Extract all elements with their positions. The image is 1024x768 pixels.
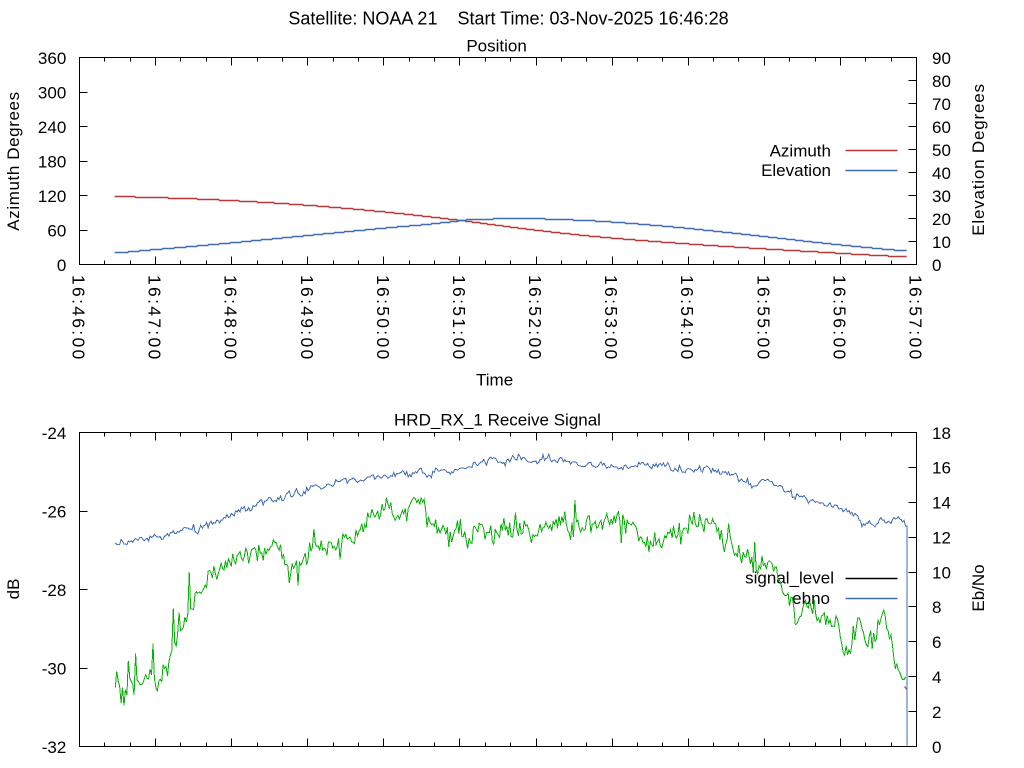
svg-text:-30: -30: [42, 659, 67, 678]
svg-text:40: 40: [932, 164, 951, 183]
svg-text:16:48:00: 16:48:00: [221, 275, 241, 362]
svg-text:180: 180: [38, 152, 66, 171]
svg-text:2: 2: [932, 703, 941, 722]
svg-text:-28: -28: [42, 581, 67, 600]
svg-text:16:46:00: 16:46:00: [69, 275, 89, 362]
svg-text:16:56:00: 16:56:00: [829, 275, 849, 362]
svg-text:ebno: ebno: [792, 589, 830, 608]
svg-text:50: 50: [932, 141, 951, 160]
svg-text:240: 240: [38, 118, 66, 137]
svg-text:Elevation: Elevation: [761, 161, 831, 180]
svg-text:0: 0: [932, 256, 941, 275]
svg-text:10: 10: [932, 563, 951, 582]
svg-text:Position: Position: [466, 37, 526, 56]
svg-text:30: 30: [932, 187, 951, 206]
svg-text:10: 10: [932, 233, 951, 252]
svg-text:16:54:00: 16:54:00: [677, 275, 697, 362]
svg-text:-32: -32: [42, 738, 67, 757]
svg-text:-26: -26: [42, 502, 67, 521]
svg-text:-24: -24: [42, 424, 67, 443]
svg-text:8: 8: [932, 598, 941, 617]
svg-text:70: 70: [932, 95, 951, 114]
svg-text:16:53:00: 16:53:00: [601, 275, 621, 362]
svg-text:12: 12: [932, 529, 951, 548]
svg-text:20: 20: [932, 210, 951, 229]
svg-text:90: 90: [932, 49, 951, 68]
svg-text:16:49:00: 16:49:00: [297, 275, 317, 362]
svg-text:HRD_RX_1 Receive Signal: HRD_RX_1 Receive Signal: [394, 411, 601, 430]
svg-text:16:57:00: 16:57:00: [906, 275, 926, 362]
svg-text:120: 120: [38, 187, 66, 206]
svg-text:300: 300: [38, 83, 66, 102]
svg-text:60: 60: [932, 118, 951, 137]
svg-text:18: 18: [932, 424, 951, 443]
svg-text:6: 6: [932, 633, 941, 652]
svg-text:0: 0: [57, 256, 66, 275]
svg-text:360: 360: [38, 49, 66, 68]
svg-text:Satellite: NOAA 21 Start Ti: Satellite: NOAA 21 Start Time: 03-Nov-20…: [288, 9, 728, 29]
svg-text:Azimuth: Azimuth: [770, 142, 831, 161]
svg-text:Eb/No: Eb/No: [969, 564, 988, 611]
svg-text:16:47:00: 16:47:00: [145, 275, 165, 362]
svg-text:16: 16: [932, 459, 951, 478]
svg-text:16:51:00: 16:51:00: [449, 275, 469, 362]
svg-text:60: 60: [47, 221, 66, 240]
svg-text:16:52:00: 16:52:00: [525, 275, 545, 362]
svg-text:Azimuth Degrees: Azimuth Degrees: [4, 91, 23, 230]
svg-text:Time: Time: [476, 370, 513, 389]
svg-text:4: 4: [932, 668, 941, 687]
svg-text:dB: dB: [4, 579, 23, 600]
svg-text:0: 0: [932, 738, 941, 757]
svg-text:80: 80: [932, 72, 951, 91]
svg-text:16:50:00: 16:50:00: [373, 275, 393, 362]
svg-text:signal_level: signal_level: [745, 569, 834, 588]
svg-text:14: 14: [932, 494, 951, 513]
svg-text:Elevation Degrees: Elevation Degrees: [969, 83, 988, 236]
svg-text:16:55:00: 16:55:00: [753, 275, 773, 362]
